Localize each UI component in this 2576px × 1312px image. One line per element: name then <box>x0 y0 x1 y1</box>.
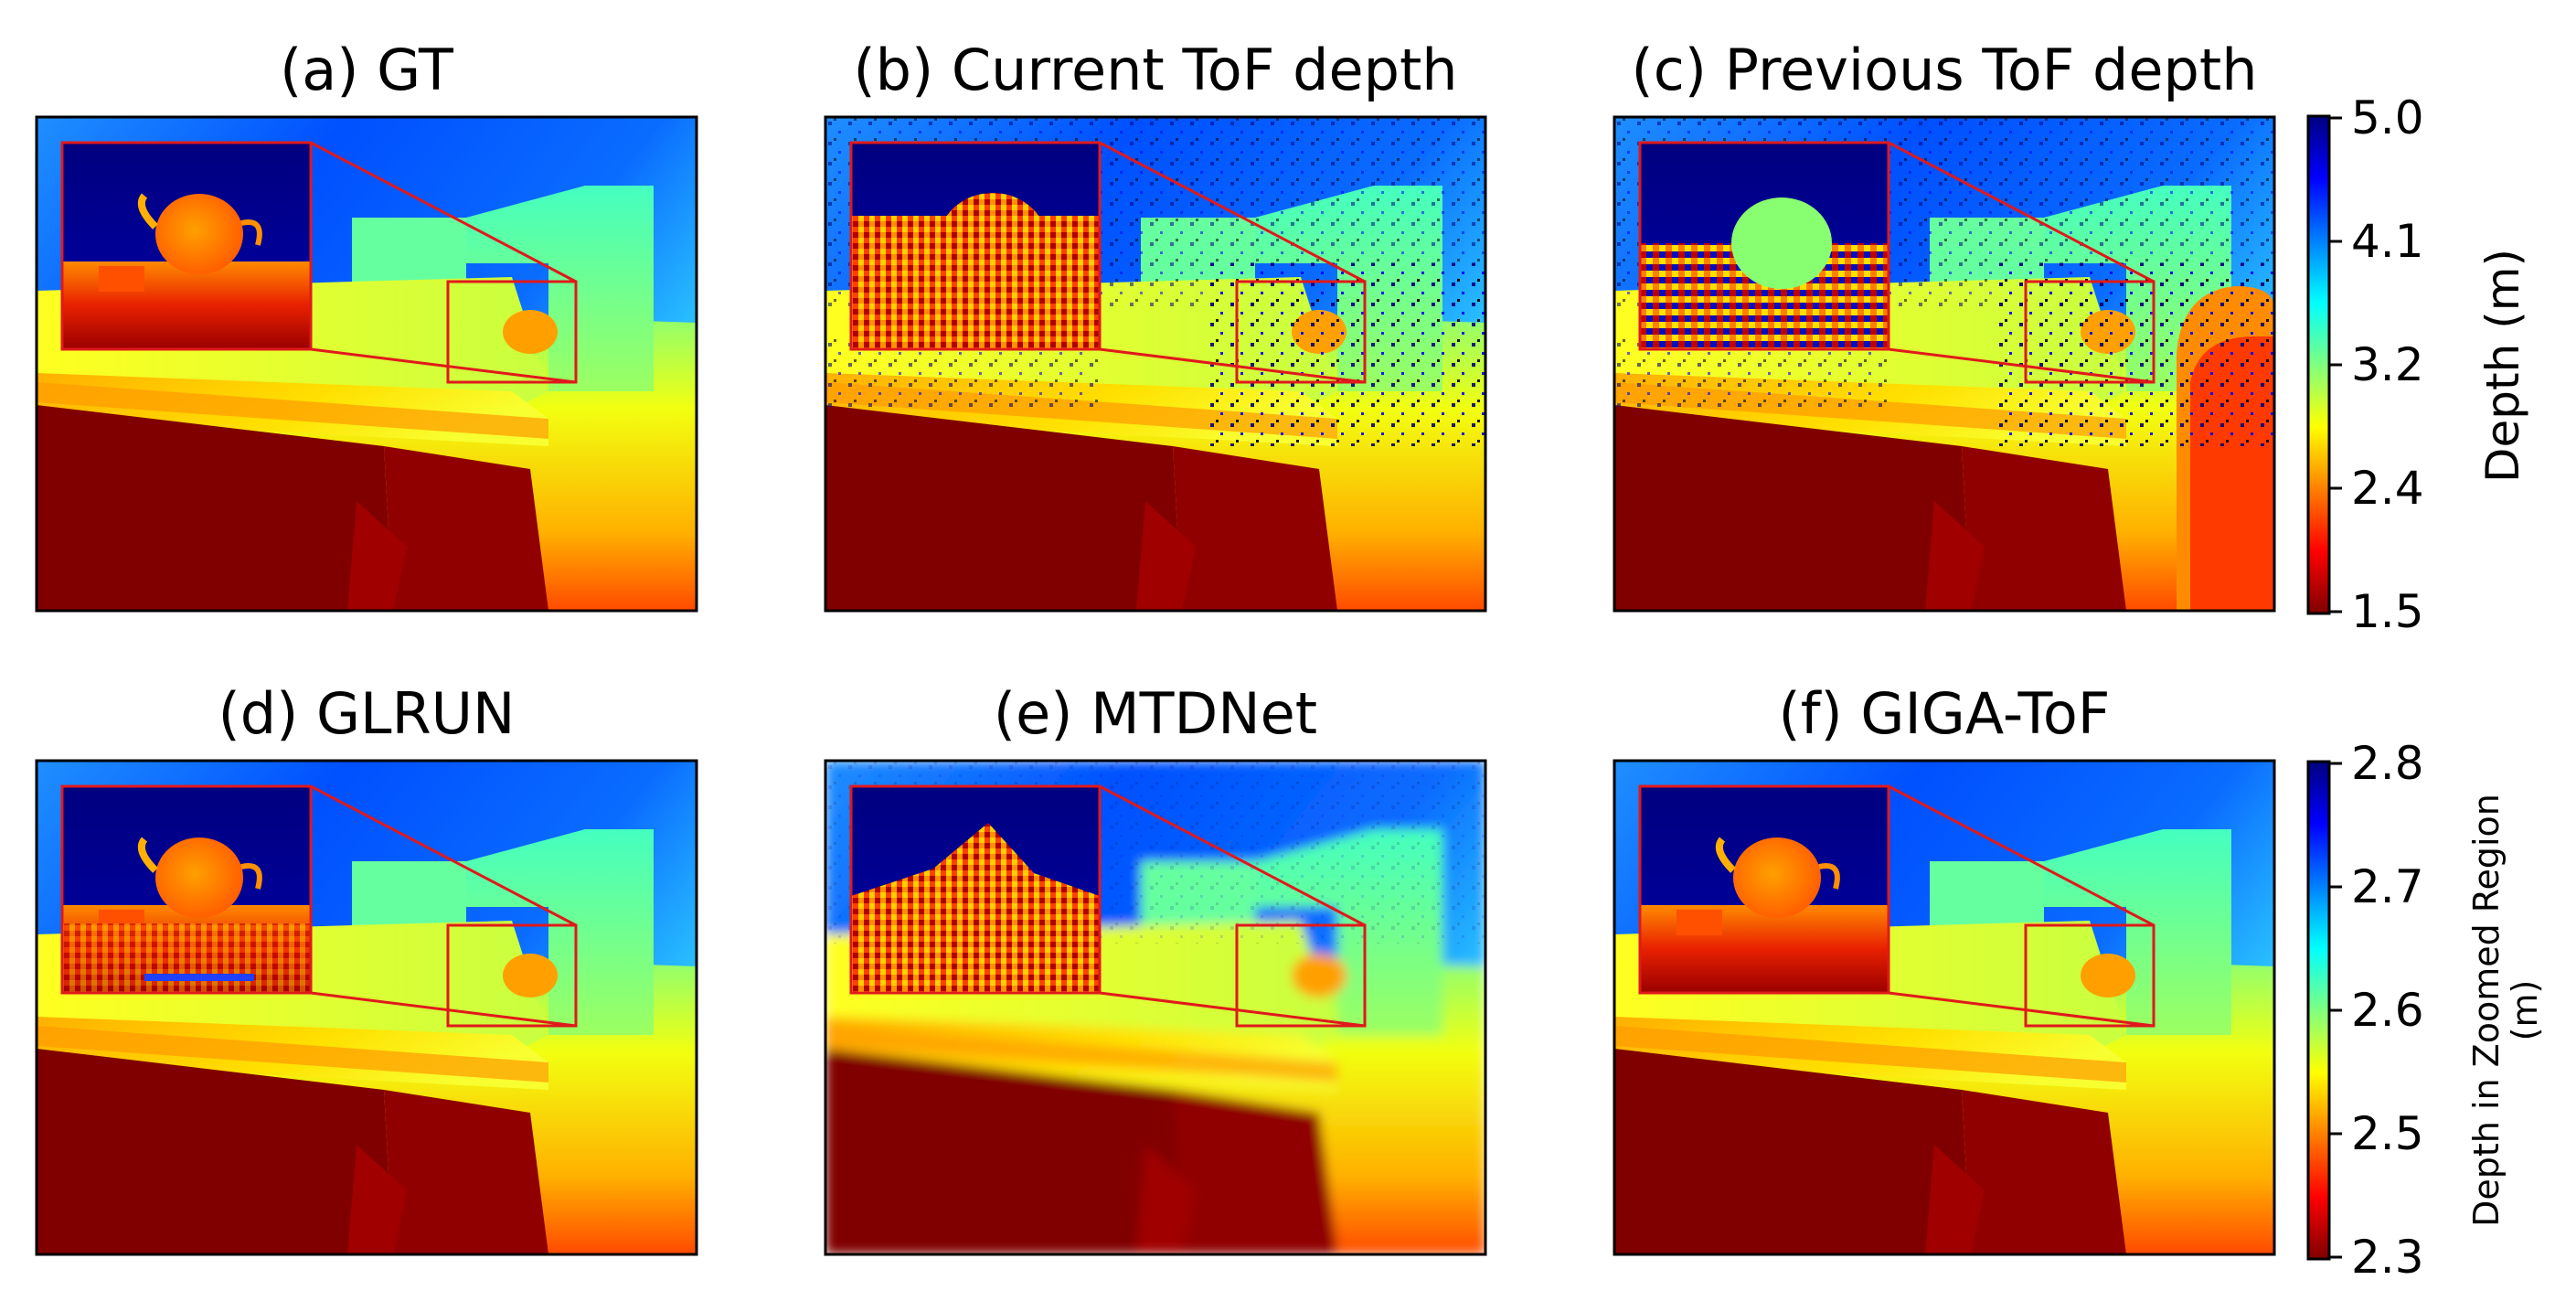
colorbar-zoom-tick-label: 2.5 <box>2351 1107 2424 1160</box>
panel-title-a: (a) GT <box>280 37 454 103</box>
colorbar-depth-tick-label: 3.2 <box>2351 338 2424 391</box>
panel-title-e: (e) MTDNet <box>994 680 1317 747</box>
colorbar-depth-bar <box>2306 114 2331 615</box>
colorbar-zoom-tick-label: 2.7 <box>2351 860 2424 913</box>
panel-f: (f) GIGA-ToF <box>1613 680 2276 1256</box>
panel-c: (c) Previous ToF depth <box>1613 37 2276 613</box>
panel-b: (b) Current ToF depth <box>824 37 1487 613</box>
colorbar-depth-tick-label: 4.1 <box>2351 215 2424 268</box>
panel-a: (a) GT <box>35 37 698 613</box>
colorbar-depth-tick-label: 2.4 <box>2351 462 2424 515</box>
colorbar-zoom-tick-label: 2.8 <box>2351 737 2424 790</box>
colorbar-zoom-label-line2: (m) <box>2505 980 2545 1041</box>
panels-layer: (a) GT (b) Current ToF depth (c) Previous … <box>35 37 2276 1256</box>
colorbar-depth-tick-label: 5.0 <box>2351 91 2424 144</box>
panel-title-f: (f) GIGA-ToF <box>1779 680 2111 747</box>
colorbar-zoom-label-line1: Depth in Zoomed Region <box>2466 794 2507 1227</box>
panel-title-b: (b) Current ToF depth <box>853 37 1457 103</box>
panel-title-d: (d) GLRUN <box>218 680 516 747</box>
colorbar-zoom-tick-label: 2.3 <box>2351 1231 2424 1284</box>
colorbar-zoom: 2.8 2.7 2.6 2.5 2.3 Depth in Zoomed Region (… <box>2306 737 2545 1284</box>
colorbar-zoom-bar <box>2306 760 2331 1261</box>
colorbar-depth-tick-label: 1.5 <box>2351 585 2424 638</box>
colorbar-depth: 5.0 4.1 3.2 2.4 1.5 Depth (m) <box>2306 91 2529 638</box>
panel-e: (e) MTDNet <box>824 680 1487 1256</box>
colorbar-zoom-tick-label: 2.6 <box>2351 984 2424 1037</box>
panel-title-c: (c) Previous ToF depth <box>1632 37 2258 103</box>
colorbar-depth-label: Depth (m) <box>2476 249 2529 483</box>
panel-d: (d) GLRUN <box>35 680 698 1256</box>
